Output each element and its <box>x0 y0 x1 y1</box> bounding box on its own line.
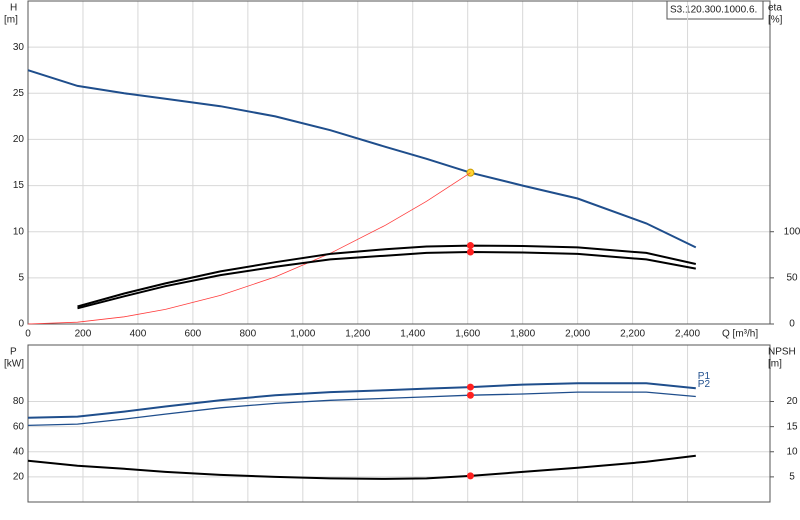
y2-axis-label: NPSH <box>768 347 796 358</box>
x-tick-label: 1,400 <box>400 329 425 340</box>
series-line <box>77 244 697 308</box>
series-label: P1 <box>698 371 711 382</box>
y-tick-label: 60 <box>13 421 25 432</box>
y2-axis-unit: [%] <box>768 15 783 26</box>
x-tick-label: 0 <box>25 329 31 340</box>
x-tick-label: 1,200 <box>345 329 370 340</box>
y-tick-label: 80 <box>13 396 25 407</box>
x-tick-label: 2,200 <box>620 329 645 340</box>
y2-tick-label: 10 <box>786 446 798 457</box>
y-tick-label: 0 <box>18 319 24 330</box>
y-tick-label: 30 <box>13 42 25 53</box>
x-axis-label: Q [m³/h] <box>722 329 758 340</box>
y-axis-unit: [kW] <box>4 359 24 370</box>
y2-axis-unit: [m] <box>768 359 782 370</box>
y-tick-label: 25 <box>13 88 25 99</box>
x-tick-label: 2,000 <box>565 329 590 340</box>
duty-point <box>466 242 474 250</box>
y2-tick-label: 15 <box>786 421 798 432</box>
y2-tick-label: 5 <box>789 472 795 483</box>
y2-tick-label: 0 <box>789 319 795 330</box>
curve-id: S3.120.300.1000.6. <box>670 5 757 16</box>
duty-point <box>466 472 474 480</box>
y-tick-label: 10 <box>13 226 25 237</box>
x-tick-label: 800 <box>240 329 257 340</box>
x-tick-label: 2,400 <box>675 329 700 340</box>
y-tick-label: 40 <box>13 446 25 457</box>
y-tick-label: 20 <box>13 472 25 483</box>
y-axis-unit: [m] <box>4 15 18 26</box>
y-tick-label: 5 <box>18 272 24 283</box>
y-axis-label: P <box>10 347 17 358</box>
duty-point <box>466 383 474 391</box>
y2-tick-label: 50 <box>786 272 798 283</box>
x-tick-label: 200 <box>75 329 92 340</box>
y2-axis-label: eta <box>768 3 782 14</box>
y2-tick-label: 20 <box>786 396 798 407</box>
y2-tick-label: 100 <box>784 226 800 237</box>
plot-frame <box>27 0 771 325</box>
x-tick-label: 400 <box>130 329 147 340</box>
y-tick-label: 15 <box>13 180 25 191</box>
duty-point <box>466 248 474 256</box>
series-line <box>27 172 471 325</box>
series-line <box>27 382 696 419</box>
series-line <box>27 69 697 249</box>
x-tick-label: 600 <box>185 329 202 340</box>
duty-point <box>466 391 474 399</box>
series-line <box>77 250 696 310</box>
plot-frame <box>27 344 771 503</box>
series-line <box>27 454 696 480</box>
series-line <box>27 391 696 427</box>
x-tick-label: 1,800 <box>510 329 535 340</box>
series-label: P2 <box>698 379 711 390</box>
y-axis-label: H <box>10 3 17 14</box>
x-tick-label: 1,600 <box>455 329 480 340</box>
x-tick-label: 1,000 <box>290 329 315 340</box>
y-tick-label: 20 <box>13 134 25 145</box>
